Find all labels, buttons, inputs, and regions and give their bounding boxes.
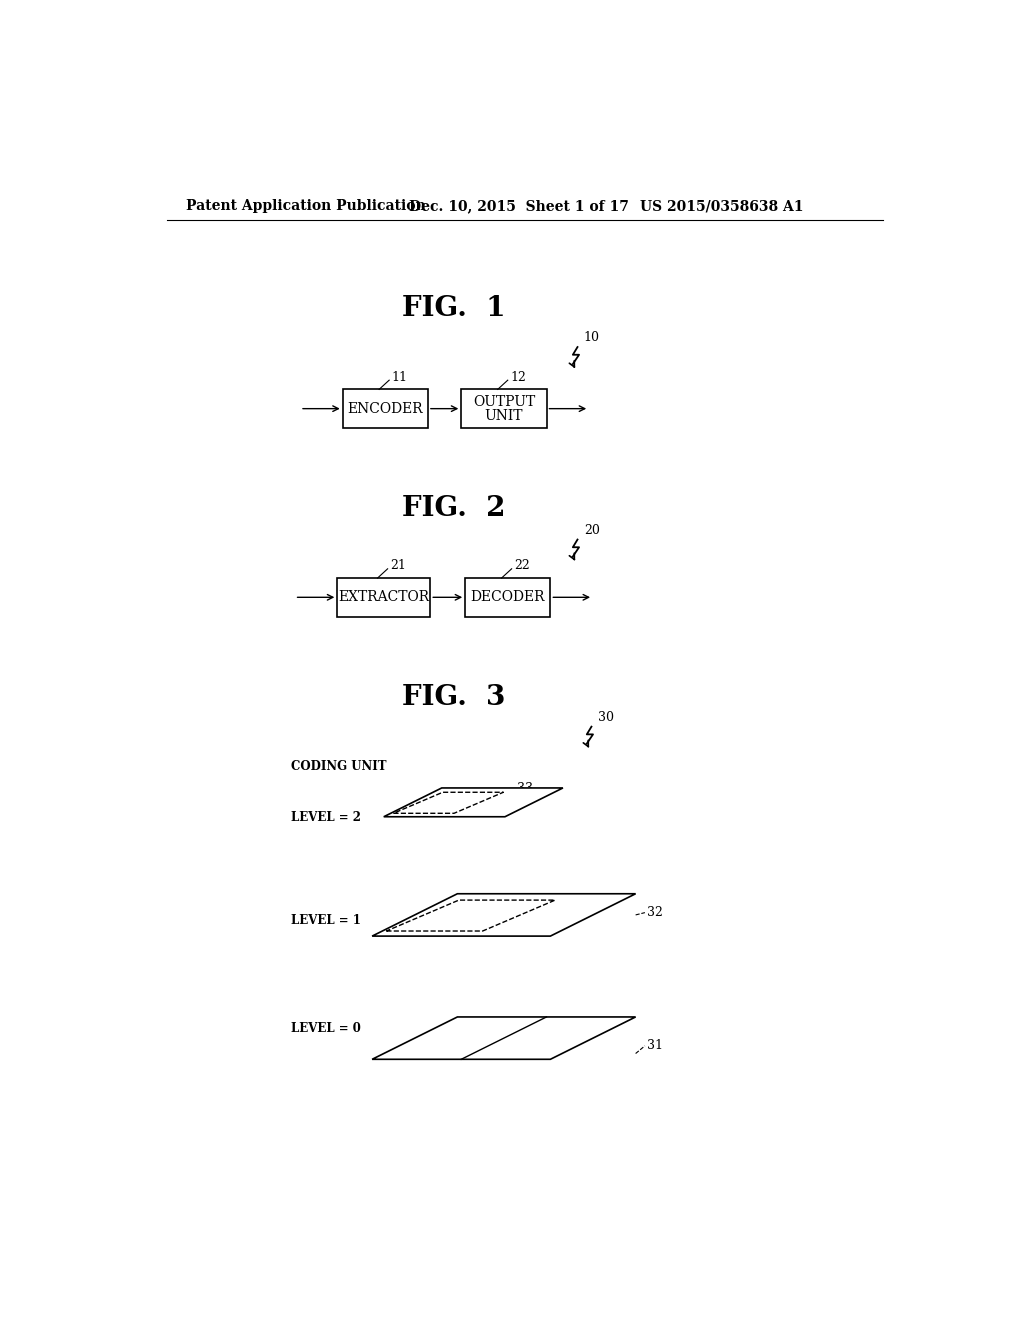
Text: 32: 32: [647, 906, 664, 919]
Bar: [343, 389, 428, 428]
Text: 11: 11: [391, 371, 408, 384]
Bar: [461, 389, 547, 428]
Text: FIG.  1: FIG. 1: [401, 296, 505, 322]
Bar: [337, 578, 430, 616]
Text: FIG.  2: FIG. 2: [401, 495, 505, 523]
Text: Dec. 10, 2015  Sheet 1 of 17: Dec. 10, 2015 Sheet 1 of 17: [409, 199, 629, 213]
Bar: [465, 578, 550, 616]
Text: Patent Application Publication: Patent Application Publication: [186, 199, 426, 213]
Text: UNIT: UNIT: [484, 409, 523, 422]
Text: LEVEL = 0: LEVEL = 0: [291, 1022, 360, 1035]
Polygon shape: [372, 1016, 636, 1059]
Text: LEVEL = 2: LEVEL = 2: [291, 810, 360, 824]
Text: CODING UNIT: CODING UNIT: [291, 760, 386, 774]
Polygon shape: [384, 788, 563, 817]
Text: US 2015/0358638 A1: US 2015/0358638 A1: [640, 199, 803, 213]
Text: 30: 30: [598, 711, 613, 723]
Text: 33: 33: [516, 781, 532, 795]
Text: DECODER: DECODER: [470, 590, 545, 605]
Polygon shape: [372, 894, 636, 936]
Text: ENCODER: ENCODER: [347, 401, 423, 416]
Text: 22: 22: [514, 560, 529, 573]
Text: 12: 12: [510, 371, 526, 384]
Text: FIG.  3: FIG. 3: [401, 684, 505, 711]
Text: 31: 31: [647, 1039, 664, 1052]
Text: OUTPUT: OUTPUT: [473, 395, 535, 409]
Text: 10: 10: [584, 331, 600, 345]
Text: EXTRACTOR: EXTRACTOR: [338, 590, 429, 605]
Text: LEVEL = 1: LEVEL = 1: [291, 915, 360, 927]
Text: 21: 21: [390, 560, 406, 573]
Text: 20: 20: [584, 524, 600, 537]
